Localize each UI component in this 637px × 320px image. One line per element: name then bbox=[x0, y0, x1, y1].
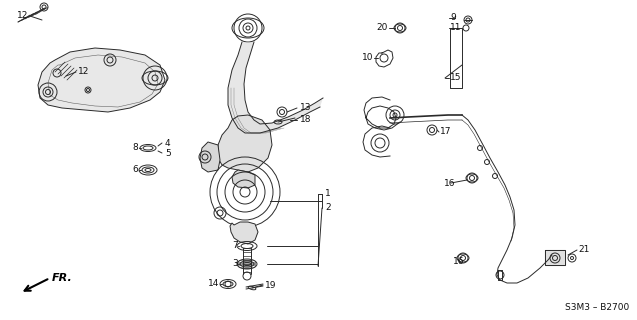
Text: FR.: FR. bbox=[52, 273, 73, 283]
Text: 21: 21 bbox=[578, 245, 589, 254]
Polygon shape bbox=[38, 48, 165, 112]
Text: 15: 15 bbox=[450, 74, 461, 83]
Text: 7: 7 bbox=[233, 242, 238, 251]
Text: 17: 17 bbox=[440, 127, 452, 137]
Text: 12: 12 bbox=[78, 68, 89, 76]
Polygon shape bbox=[200, 142, 220, 172]
Text: 11: 11 bbox=[450, 23, 461, 33]
Text: 12: 12 bbox=[17, 12, 28, 20]
Text: 13: 13 bbox=[300, 103, 311, 113]
Text: 10: 10 bbox=[362, 53, 373, 62]
Text: 14: 14 bbox=[208, 279, 219, 289]
Text: 3: 3 bbox=[233, 260, 238, 268]
Text: 4: 4 bbox=[165, 139, 171, 148]
Text: 18: 18 bbox=[300, 116, 311, 124]
Polygon shape bbox=[545, 250, 565, 265]
Text: 8: 8 bbox=[132, 143, 138, 153]
Text: 2: 2 bbox=[325, 204, 331, 212]
Text: S3M3 – B2700: S3M3 – B2700 bbox=[565, 303, 629, 313]
Text: 6: 6 bbox=[132, 165, 138, 174]
Text: 16: 16 bbox=[453, 258, 464, 267]
Polygon shape bbox=[228, 42, 323, 133]
Text: 19: 19 bbox=[265, 281, 276, 290]
Polygon shape bbox=[218, 115, 272, 172]
Text: 20: 20 bbox=[376, 23, 388, 33]
Text: 16: 16 bbox=[444, 179, 455, 188]
Text: 9: 9 bbox=[450, 13, 455, 22]
Text: 5: 5 bbox=[165, 148, 171, 157]
Polygon shape bbox=[232, 170, 255, 188]
Text: 1: 1 bbox=[325, 189, 331, 198]
Polygon shape bbox=[230, 222, 258, 244]
